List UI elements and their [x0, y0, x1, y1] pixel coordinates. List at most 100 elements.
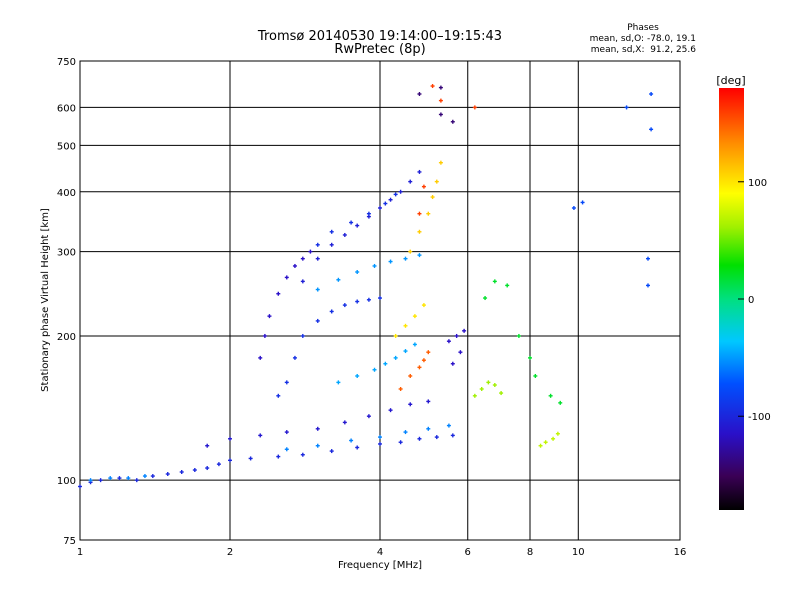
stats-title: Phases — [627, 23, 659, 33]
data-point — [421, 303, 426, 308]
data-point — [342, 420, 347, 425]
chart-subtitle: RwPretec (8p) — [334, 42, 425, 57]
data-point — [528, 355, 532, 360]
data-point — [438, 160, 443, 165]
data-point — [408, 249, 413, 254]
data-point — [258, 433, 263, 438]
data-point — [421, 358, 426, 363]
data-point — [383, 361, 388, 366]
y-tick-label: 100 — [57, 476, 76, 487]
data-point — [571, 205, 576, 210]
data-point — [499, 391, 504, 396]
y-tick-label: 75 — [63, 536, 76, 547]
data-point — [300, 333, 305, 338]
data-point — [205, 466, 210, 471]
data-point — [486, 380, 491, 385]
data-point — [192, 468, 197, 473]
y-tick-label: 400 — [57, 188, 76, 199]
data-point — [398, 189, 403, 194]
data-point — [262, 333, 267, 338]
data-point — [417, 365, 422, 370]
stats-line-o: mean, sd,O: -78.0, 19.1 — [590, 34, 696, 44]
data-point — [366, 297, 371, 302]
data-point — [134, 478, 139, 483]
data-point — [248, 456, 253, 461]
data-point — [108, 476, 113, 481]
data-point — [558, 400, 563, 405]
data-point — [412, 314, 417, 319]
data-point — [450, 361, 455, 366]
data-point — [393, 192, 398, 197]
data-point — [355, 269, 360, 274]
y-tick-label: 750 — [57, 57, 76, 68]
data-point — [292, 355, 297, 360]
data-point — [366, 414, 371, 419]
data-point — [417, 436, 422, 441]
y-tick-label: 300 — [57, 248, 76, 259]
data-point — [150, 474, 155, 479]
y-tick-label: 200 — [57, 332, 76, 343]
data-point — [308, 249, 313, 254]
data-point — [403, 430, 408, 435]
data-point — [393, 333, 398, 338]
data-point — [378, 205, 382, 210]
data-point — [454, 333, 459, 338]
data-point — [315, 426, 320, 431]
data-point — [492, 382, 497, 387]
data-point — [438, 98, 443, 103]
data-point — [492, 279, 497, 284]
data-point — [284, 380, 289, 385]
data-point — [267, 314, 272, 319]
data-point — [388, 408, 393, 413]
data-point — [483, 296, 488, 301]
stats-line-x: mean, sd,X: 91.2, 25.6 — [591, 45, 697, 55]
data-point — [417, 253, 422, 258]
data-point — [126, 476, 131, 481]
data-point — [403, 256, 408, 261]
data-point — [276, 393, 281, 398]
data-point — [315, 318, 320, 323]
colorbar-ticks: 100 0 -100 — [738, 178, 771, 423]
data-point — [450, 433, 455, 438]
x-tick-label: 1 — [77, 547, 83, 558]
data-point — [228, 458, 232, 463]
chart-title: Tromsø 20140530 19:14:00–19:15:43 — [257, 29, 502, 44]
data-point — [472, 105, 477, 110]
data-point — [462, 328, 467, 333]
data-point — [315, 256, 320, 261]
x-tick-label: 6 — [465, 547, 471, 558]
data-point — [649, 91, 654, 96]
data-point — [458, 350, 463, 355]
data-point — [450, 119, 455, 124]
data-point — [342, 232, 347, 237]
data-point — [349, 220, 354, 225]
data-point — [434, 435, 439, 440]
data-point — [426, 426, 431, 431]
data-point — [426, 211, 431, 216]
data-point — [329, 309, 334, 314]
data-point — [417, 169, 422, 174]
data-point — [78, 484, 82, 489]
data-point — [434, 179, 439, 184]
data-point — [378, 296, 382, 301]
data-point — [538, 443, 543, 448]
data-point — [403, 323, 408, 328]
data-point — [388, 259, 393, 264]
data-point — [555, 431, 560, 436]
data-point — [430, 195, 435, 200]
data-point — [417, 229, 422, 234]
data-point — [336, 380, 341, 385]
data-point — [315, 242, 320, 247]
data-point — [355, 223, 360, 228]
data-point — [216, 462, 221, 467]
data-point — [284, 430, 289, 435]
x-tick-label: 10 — [572, 547, 585, 558]
data-point — [516, 333, 521, 338]
data-point — [388, 197, 393, 202]
data-point — [649, 127, 654, 132]
y-tick-label: 600 — [57, 103, 76, 114]
data-point — [292, 263, 297, 268]
x-tick-label: 8 — [527, 547, 533, 558]
data-point — [430, 84, 435, 89]
data-point — [355, 299, 360, 304]
